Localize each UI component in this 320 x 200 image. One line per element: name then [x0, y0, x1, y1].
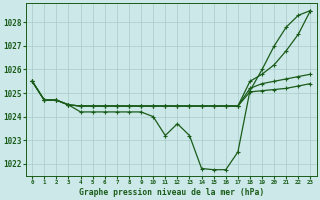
X-axis label: Graphe pression niveau de la mer (hPa): Graphe pression niveau de la mer (hPa)	[79, 188, 264, 197]
